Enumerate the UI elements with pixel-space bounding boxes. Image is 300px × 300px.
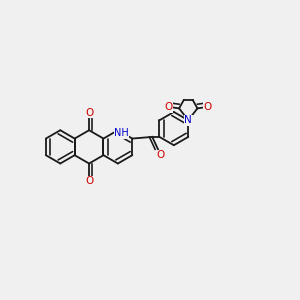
Text: N: N (184, 115, 192, 125)
Text: O: O (204, 103, 212, 112)
Text: O: O (85, 108, 93, 118)
Text: NH: NH (114, 128, 129, 139)
Text: O: O (85, 176, 93, 186)
Text: O: O (156, 150, 164, 160)
Text: O: O (164, 103, 173, 112)
